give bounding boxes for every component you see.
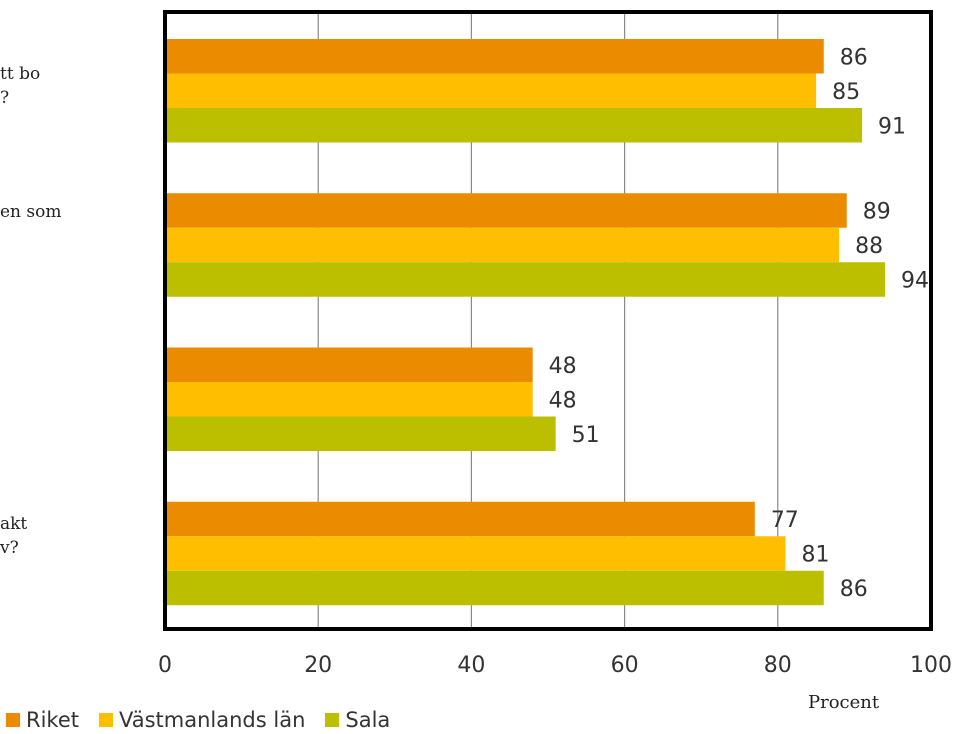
x-tick-label-60: 60 [611, 653, 639, 678]
data-label-2-2: 88 [855, 234, 883, 259]
bar-1-2 [165, 193, 847, 228]
bars [165, 39, 886, 606]
category-label-1: tt bo ? [0, 64, 41, 108]
bar-3-3 [165, 416, 556, 451]
data-label-2-4: 81 [801, 543, 829, 568]
x-axis-label: Procent [808, 692, 880, 713]
x-tick-label-0: 0 [158, 653, 172, 678]
x-tick-label-80: 80 [764, 653, 792, 678]
data-label-1-1: 86 [840, 45, 868, 70]
x-tick-label-20: 20 [304, 653, 332, 678]
data-label-3-2: 94 [901, 269, 929, 294]
bar-2-3 [165, 382, 533, 417]
category-label-4: akt v? [0, 514, 28, 558]
bar-3-4 [165, 570, 824, 606]
bar-3-1 [165, 108, 863, 143]
legend: Riket Västmanlands län Sala [6, 706, 410, 734]
bar-1-3 [165, 347, 533, 382]
legend-label-vastmanlands-lan: Västmanlands län [119, 708, 306, 732]
data-label-1-4: 77 [771, 508, 799, 533]
legend-swatch-vastmanlands-lan [99, 713, 113, 727]
bar-3-2 [165, 262, 886, 297]
data-label-2-3: 48 [549, 388, 577, 413]
x-axis-ticks: 0 20 40 60 80 100 [158, 653, 952, 678]
legend-item-sala: Sala [325, 708, 390, 732]
legend-swatch-riket [6, 713, 20, 727]
data-label-2-1: 85 [832, 80, 860, 105]
data-label-1-2: 89 [863, 200, 891, 225]
data-label-3-4: 86 [840, 577, 868, 602]
legend-item-riket: Riket [6, 708, 79, 732]
legend-label-riket: Riket [26, 708, 79, 732]
legend-swatch-sala [325, 713, 340, 727]
bar-2-2 [165, 227, 840, 263]
plot-frame [163, 10, 933, 631]
bar-2-4 [165, 536, 786, 571]
legend-label-sala: Sala [345, 708, 391, 732]
x-tick-label-100: 100 [910, 653, 952, 678]
bar-1-1 [165, 39, 824, 74]
data-label-3-3: 51 [572, 423, 600, 448]
bar-2-1 [165, 73, 817, 108]
category-label-2: en som [0, 202, 62, 222]
x-tick-label-40: 40 [457, 653, 485, 678]
data-label-1-3: 48 [549, 354, 577, 379]
data-label-3-1: 91 [878, 114, 906, 139]
legend-item-vastmanlands-lan: Västmanlands län [99, 708, 305, 732]
bar-1-4 [165, 501, 755, 537]
